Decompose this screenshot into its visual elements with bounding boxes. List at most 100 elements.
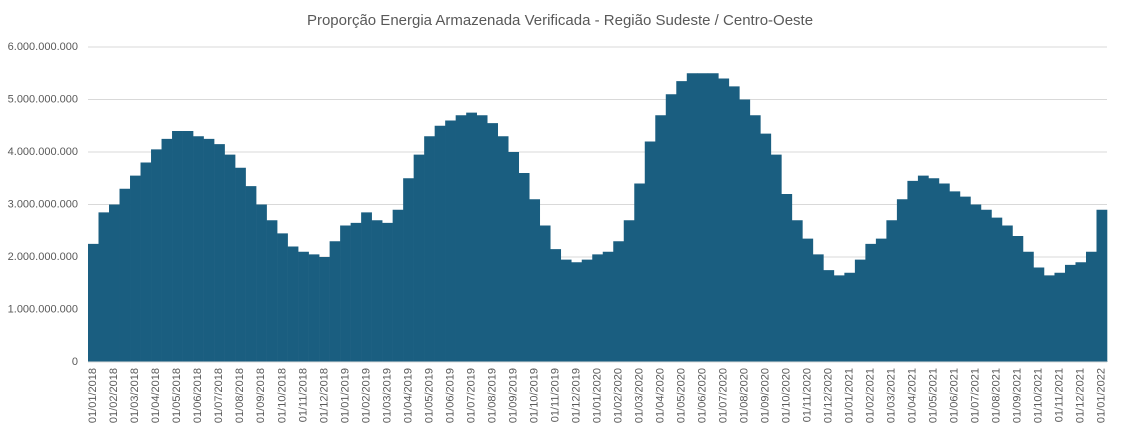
bar <box>917 175 929 362</box>
x-tick-label: 01/02/2019 <box>360 368 372 423</box>
bar <box>907 180 919 362</box>
x-tick-label: 01/01/2018 <box>87 368 99 423</box>
bar <box>896 199 908 362</box>
bar <box>371 220 383 362</box>
bar <box>476 115 488 362</box>
bar <box>833 275 845 362</box>
x-tick-label: 01/11/2019 <box>549 368 561 422</box>
bar <box>487 123 499 362</box>
bar <box>1096 209 1108 362</box>
bar <box>844 272 856 362</box>
bar <box>875 238 887 362</box>
bar <box>445 120 456 362</box>
x-tick-label: 01/11/2021 <box>1054 368 1066 422</box>
bar <box>161 138 173 362</box>
x-tick-label: 01/12/2021 <box>1075 368 1087 423</box>
bar <box>539 225 551 362</box>
bar <box>970 204 982 362</box>
x-tick-label: 01/01/2019 <box>339 368 351 423</box>
bar <box>98 212 110 362</box>
bar <box>109 204 120 362</box>
x-tick-label: 01/09/2021 <box>1012 368 1024 423</box>
bar <box>760 133 772 362</box>
bar <box>686 73 698 362</box>
x-tick-label: 01/01/2020 <box>591 368 603 423</box>
bar <box>634 183 646 362</box>
x-tick-label: 01/06/2019 <box>444 368 456 423</box>
bar <box>592 254 604 362</box>
bar <box>980 209 992 362</box>
bar <box>812 254 824 362</box>
x-tick-label: 01/08/2021 <box>991 368 1003 423</box>
bar <box>497 136 509 362</box>
x-tick-label: 01/03/2019 <box>381 368 393 423</box>
bar <box>1001 225 1013 362</box>
bar <box>350 222 362 362</box>
y-tick-label: 6.000.000.000 <box>8 41 78 53</box>
x-tick-label: 01/04/2018 <box>150 368 162 423</box>
bar <box>308 254 320 362</box>
x-tick-label: 01/10/2020 <box>780 368 792 423</box>
bar <box>560 259 572 362</box>
bar <box>728 86 740 362</box>
y-tick-label: 2.000.000.000 <box>8 251 78 263</box>
y-tick-label: 5.000.000.000 <box>8 93 78 105</box>
x-tick-label: 01/12/2020 <box>823 368 835 423</box>
y-tick-label: 1.000.000.000 <box>8 303 78 315</box>
y-tick-label: 0 <box>72 356 78 368</box>
bar <box>1043 275 1055 362</box>
x-tick-label: 01/07/2020 <box>717 368 729 423</box>
bar <box>707 73 719 362</box>
bar <box>1064 264 1076 362</box>
bar <box>529 199 541 362</box>
bar <box>697 73 709 362</box>
bar <box>392 209 404 362</box>
x-tick-label: 01/05/2020 <box>675 368 687 423</box>
bar <box>182 131 194 362</box>
bar <box>613 241 625 362</box>
bar <box>1022 251 1034 362</box>
bar <box>172 131 183 362</box>
x-tick-label: 01/01/2022 <box>1096 368 1108 423</box>
bar <box>287 246 299 362</box>
bar <box>214 144 225 362</box>
x-tick-label: 01/07/2019 <box>465 368 477 423</box>
bar <box>455 115 467 362</box>
y-tick-label: 3.000.000.000 <box>8 198 78 210</box>
bar <box>928 178 940 362</box>
bar <box>623 220 635 362</box>
bar <box>361 212 372 362</box>
bar <box>550 249 562 362</box>
x-tick-label: 01/03/2021 <box>886 368 898 423</box>
bar <box>1075 262 1087 362</box>
bar <box>949 191 961 362</box>
x-tick-label: 01/04/2019 <box>402 368 414 423</box>
x-tick-label: 01/11/2020 <box>802 368 814 422</box>
bar <box>802 238 814 362</box>
x-tick-label: 01/09/2019 <box>507 368 519 423</box>
bar <box>770 154 782 362</box>
bar <box>424 136 435 362</box>
x-tick-label: 01/03/2018 <box>129 368 141 423</box>
bar <box>1085 251 1097 362</box>
bar <box>119 188 131 362</box>
x-tick-label: 01/03/2020 <box>633 368 645 423</box>
x-tick-label: 01/09/2018 <box>255 368 267 423</box>
bar <box>665 94 677 362</box>
x-tick-label: 01/02/2020 <box>612 368 624 423</box>
x-tick-label: 01/07/2021 <box>970 368 982 423</box>
x-tick-label: 01/02/2021 <box>865 368 877 423</box>
bar <box>854 259 866 362</box>
x-tick-label: 01/10/2021 <box>1033 368 1045 423</box>
bar <box>718 78 730 362</box>
x-tick-label: 01/08/2019 <box>486 368 498 423</box>
x-tick-label: 01/10/2018 <box>276 368 288 423</box>
bar <box>277 233 288 362</box>
x-tick-label: 01/05/2019 <box>423 368 435 423</box>
bar <box>602 251 614 362</box>
bar <box>518 173 530 362</box>
bar <box>655 115 667 362</box>
bar <box>329 241 341 362</box>
bar <box>245 186 257 362</box>
bar <box>823 270 835 362</box>
